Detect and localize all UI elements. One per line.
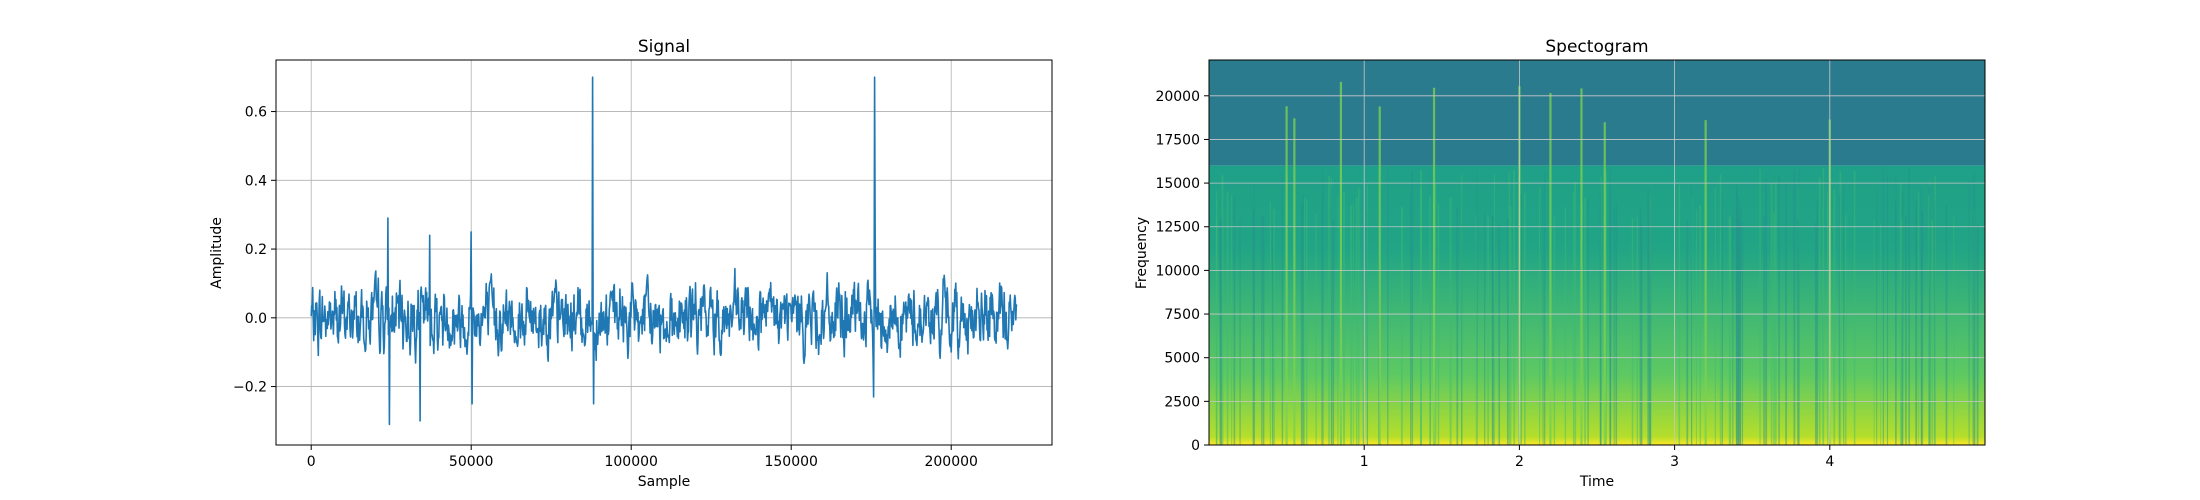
signal-chart: 0 50000 100000 150000 200000 −0.2 0.0 0.2 0.4 0.6… — [209, 37, 1053, 490]
spectrogram-ytick-label: 12500 — [1155, 220, 1200, 236]
signal-title: Signal — [638, 37, 690, 57]
spectrogram-xtick-label: 3 — [1670, 454, 1679, 470]
spectrogram-ytick-label: 20000 — [1155, 89, 1200, 105]
signal-line — [310, 76, 1018, 426]
spectrogram-xlabel: Time — [1579, 474, 1614, 490]
spectrogram-ytick-label: 0 — [1191, 438, 1200, 454]
signal-ylabel: Amplitude — [209, 217, 225, 289]
spectrogram-ytick-label: 17500 — [1155, 132, 1200, 148]
spectrogram-ylabel: Frequency — [1134, 217, 1150, 289]
spectrogram-xtick-label: 4 — [1825, 454, 1834, 470]
signal-xtick-label: 150000 — [764, 454, 817, 470]
signal-ytick-label: −0.2 — [233, 380, 267, 396]
signal-ytick-label: 0.0 — [245, 311, 267, 327]
spectrogram-image — [1209, 60, 1985, 445]
signal-series — [310, 76, 1018, 426]
signal-xlabel: Sample — [638, 474, 691, 490]
spectrogram-ytick-label: 5000 — [1164, 351, 1200, 367]
signal-frame — [275, 59, 1053, 446]
signal-xtick-label: 0 — [307, 454, 316, 470]
spectrogram-upper-band — [1209, 60, 1985, 166]
signal-ytick-label: 0.2 — [245, 242, 267, 258]
spectrogram-ytick-label: 7500 — [1164, 307, 1200, 323]
spectrogram-ytick-label: 2500 — [1164, 394, 1200, 410]
spectrogram-chart: 1 2 3 4 0 2500 5000 7500 10000 12500 15000 17500 200… — [1134, 37, 1986, 490]
spectrogram-xtick-label: 1 — [1360, 454, 1369, 470]
spectrogram-axes: 1 2 3 4 0 2500 5000 7500 10000 12500 15000 17500 200… — [1155, 59, 1986, 470]
signal-axes: 0 50000 100000 150000 200000 −0.2 0.0 0.2 0.4 0.6 — [233, 59, 1053, 470]
spectrogram-frame — [1208, 59, 1986, 446]
spectrogram-xtick-label: 2 — [1515, 454, 1524, 470]
signal-ytick-label: 0.4 — [245, 173, 267, 189]
signal-xtick-label: 100000 — [604, 454, 657, 470]
spectrogram-lower-band — [1209, 165, 1985, 445]
signal-xtick-label: 50000 — [449, 454, 494, 470]
signal-ytick-label: 0.6 — [245, 105, 267, 121]
signal-grid — [276, 60, 1052, 445]
spectrogram-title: Spectogram — [1545, 37, 1648, 57]
spectrogram-ytick-label: 10000 — [1155, 263, 1200, 279]
signal-xtick-label: 200000 — [924, 454, 977, 470]
spectrogram-ytick-label: 15000 — [1155, 176, 1200, 192]
